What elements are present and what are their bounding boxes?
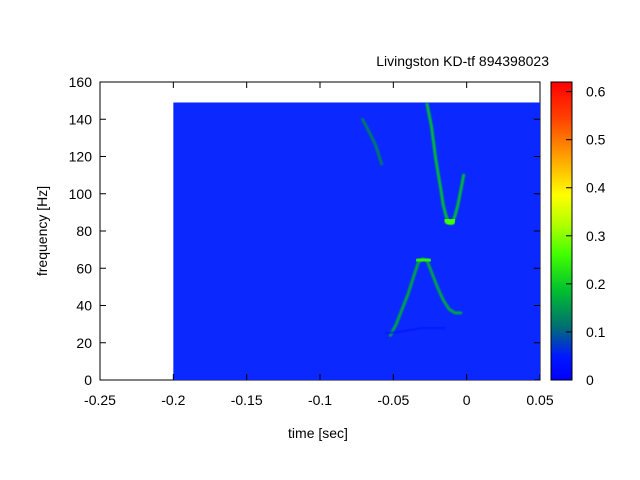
y-tick-label: 160 [69, 74, 93, 90]
x-tick-label: 0 [463, 392, 471, 408]
colorbar-tick-label: 0.4 [586, 180, 606, 196]
x-axis-label: time [sec] [288, 425, 348, 441]
y-tick-label: 140 [69, 111, 93, 127]
y-tick-label: 40 [76, 298, 92, 314]
colorbar-tick-label: 0.3 [586, 228, 606, 244]
x-tick-label: -0.25 [84, 392, 116, 408]
colorbar-tick-label: 0 [586, 372, 594, 388]
x-tick-label: -0.2 [161, 392, 185, 408]
y-axis-label: frequency [Hz] [34, 186, 50, 276]
track-lower-peak [415, 255, 432, 264]
y-tick-label: 120 [69, 149, 93, 165]
x-tick-label: 0.05 [526, 392, 553, 408]
colorbar-gradient [550, 81, 573, 381]
x-tick-label: -0.15 [231, 392, 263, 408]
y-tick-label: 0 [84, 372, 92, 388]
track-upper-arc [361, 117, 384, 166]
x-tick-label: -0.1 [308, 392, 332, 408]
x-axis-ticks: -0.25 -0.2 -0.15 -0.1 -0.05 0 0.05 [84, 82, 554, 408]
y-tick-label: 100 [69, 186, 93, 202]
colorbar-tick-label: 0.2 [586, 276, 606, 292]
colorbar: 0 0.1 0.2 0.3 0.4 0.5 0.6 [550, 81, 606, 388]
track-upper-peak [443, 216, 457, 227]
chart-title: Livingston KD-tf 894398023 [376, 53, 549, 69]
colorbar-ticks: 0 0.1 0.2 0.3 0.4 0.5 0.6 [566, 84, 606, 388]
x-tick-label: -0.05 [377, 392, 409, 408]
y-axis-ticks: 0 20 40 60 80 100 120 140 160 [69, 74, 540, 388]
signal-tracks [361, 102, 472, 337]
y-tick-label: 20 [76, 335, 92, 351]
colorbar-tick-label: 0.1 [586, 324, 606, 340]
plot-area: -0.25 -0.2 -0.15 -0.1 -0.05 0 0.05 0 20 40 60 80 10… [69, 74, 554, 408]
colorbar-tick-label: 0.6 [586, 84, 606, 100]
y-tick-label: 60 [76, 260, 92, 276]
track-faint-floor [385, 327, 446, 335]
spectrogram-background [173, 102, 541, 381]
colorbar-tick-label: 0.5 [586, 132, 606, 148]
y-tick-label: 80 [76, 223, 92, 239]
